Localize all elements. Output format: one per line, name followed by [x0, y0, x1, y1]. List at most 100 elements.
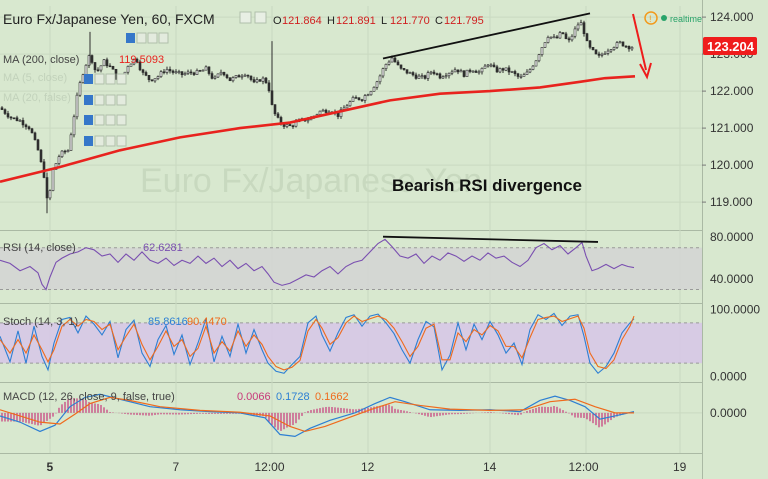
candle-body [195, 70, 199, 75]
candle-body [150, 79, 154, 82]
candle-body [177, 71, 181, 73]
eye-icon[interactable] [254, 11, 267, 24]
indicator-toggle-icon[interactable] [84, 95, 93, 105]
candle-body [273, 104, 277, 115]
indicator-settings-icon[interactable] [136, 32, 147, 44]
macd-histogram [1, 397, 633, 431]
candle-body [243, 74, 247, 77]
indicator-toggle-icon[interactable] [126, 33, 135, 43]
indicator-format-icon[interactable] [105, 135, 116, 147]
x-tick-label: 14 [483, 460, 497, 474]
candle-body [567, 38, 571, 41]
candle-body [0, 107, 4, 110]
warning-glyph: ! [649, 14, 652, 24]
candle-body [534, 60, 538, 67]
rsi-y-tick-label: 40.0000 [710, 272, 754, 286]
indicator-toggle-icon[interactable] [84, 74, 93, 84]
candle-body [6, 113, 10, 118]
candle-body [573, 28, 577, 37]
candle-body [102, 59, 106, 67]
macd-signal-line [0, 396, 634, 433]
indicator-settings-icon[interactable] [94, 94, 105, 106]
candle-body [414, 74, 418, 79]
candle-body [30, 128, 34, 134]
candle-body [225, 74, 229, 78]
warning-icon[interactable] [644, 11, 658, 25]
candle-body [498, 68, 502, 73]
candle-body [201, 69, 205, 72]
indicator-close-icon[interactable] [116, 114, 127, 126]
candle-body [387, 61, 391, 65]
candle-body [459, 70, 463, 73]
x-tick-label: 12:00 [569, 460, 599, 474]
rsi-value: 62.6281 [143, 242, 183, 254]
ma200-line [0, 75, 636, 184]
indicator-close-icon[interactable] [158, 32, 169, 44]
candle-body [552, 36, 556, 39]
stoch-y-tick-label: 100.0000 [710, 302, 760, 316]
candle-body [495, 66, 499, 73]
candle-body [93, 62, 97, 71]
candle-body [324, 109, 328, 113]
ohlc-key: C [435, 15, 443, 27]
candle-body [81, 74, 85, 83]
x-tick-label: 5 [47, 460, 54, 474]
realtime-dot [661, 15, 667, 21]
candle-body [33, 132, 37, 141]
candle-body [477, 71, 481, 74]
candle-body [612, 47, 616, 50]
candle-body [519, 76, 523, 78]
candle-body [180, 71, 184, 76]
candle-body [432, 71, 436, 74]
rsi-divergence-line [382, 235, 599, 243]
candle-body [486, 64, 490, 67]
rsi-label[interactable]: RSI (14, close) [3, 242, 76, 254]
candle-body [189, 71, 193, 74]
candle-body [183, 73, 187, 76]
candle-body [507, 67, 511, 73]
candle-body [60, 150, 64, 158]
indicator-toggle-icon[interactable] [84, 136, 93, 146]
candle-body [543, 42, 547, 48]
indicator-close-icon[interactable] [116, 73, 127, 85]
chart-header: Euro Fx/Japanese Yen, 60, FXCM O 121.864 H… [3, 11, 702, 27]
indicator-settings-icon[interactable] [94, 73, 105, 85]
candle-body [393, 57, 397, 63]
candle-body [255, 79, 259, 83]
ma200-label[interactable]: MA (200, close) [3, 54, 79, 66]
candle-body [345, 105, 349, 109]
candle-body [399, 64, 403, 69]
indicator-format-icon[interactable] [105, 114, 116, 126]
candle-body [615, 42, 619, 48]
macd-label[interactable]: MACD (12, 26, close, 9, false, true) [3, 391, 175, 403]
candle-body [417, 75, 421, 79]
candle-body [456, 69, 460, 73]
indicator-close-icon[interactable] [116, 135, 127, 147]
ma200-value: 119.5093 [119, 54, 164, 66]
stoch-label[interactable]: Stoch (14, 3, 1) [3, 316, 78, 328]
pane-divider [0, 382, 702, 383]
candle-body [420, 75, 424, 77]
indicator-format-icon[interactable] [147, 32, 158, 44]
indicator-close-icon[interactable] [116, 94, 127, 106]
candle-body [402, 68, 406, 70]
indicator-settings-icon[interactable] [94, 114, 105, 126]
settings-icon[interactable] [239, 11, 252, 24]
candle-body [258, 79, 262, 82]
series-lines [0, 12, 636, 437]
candle-body [585, 33, 589, 42]
x-tick-label: 12:00 [255, 460, 285, 474]
candle-body [522, 74, 526, 77]
indicator-format-icon[interactable] [105, 73, 116, 85]
symbol-title[interactable]: Euro Fx/Japanese Yen, 60, FXCM [3, 11, 215, 27]
candle-body [441, 76, 445, 79]
candle-body [108, 65, 112, 68]
candle-body [621, 41, 625, 47]
indicator-format-icon[interactable] [105, 94, 116, 106]
indicator-settings-icon[interactable] [94, 135, 105, 147]
candle-body [576, 24, 580, 30]
candle-body [540, 47, 544, 55]
candle-body [408, 72, 412, 74]
indicator-toggle-icon[interactable] [84, 115, 93, 125]
candle-body [69, 134, 73, 151]
